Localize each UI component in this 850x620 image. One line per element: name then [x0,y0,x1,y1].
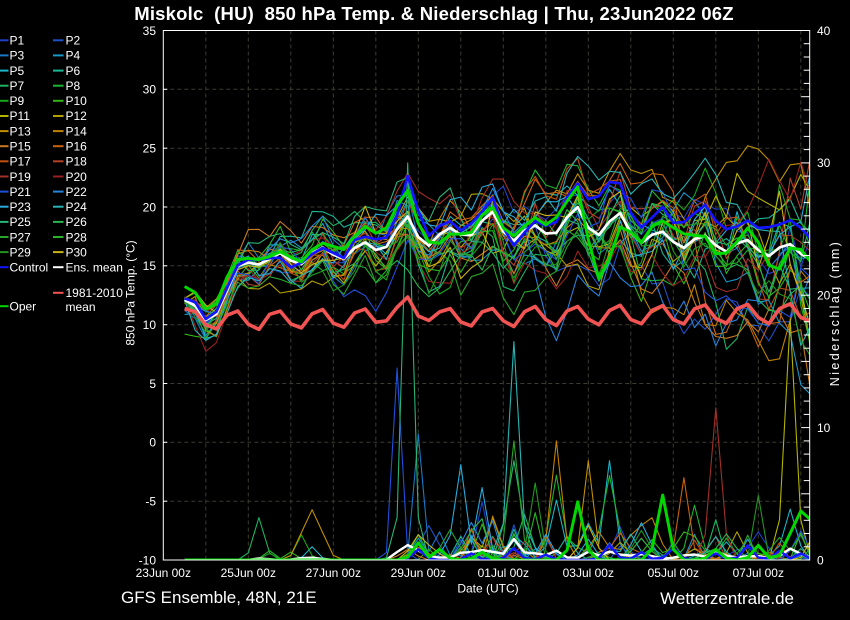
svg-text:30: 30 [143,83,157,97]
svg-text:P30: P30 [66,245,88,259]
svg-text:GFS Ensemble, 48N, 21E: GFS Ensemble, 48N, 21E [121,588,317,607]
svg-text:-10: -10 [139,553,157,567]
svg-text:1981-2010: 1981-2010 [66,286,124,300]
svg-text:P8: P8 [66,79,81,93]
svg-text:P14: P14 [66,124,88,138]
svg-text:Control: Control [10,261,49,275]
svg-text:P7: P7 [10,79,25,93]
svg-text:P20: P20 [66,170,88,184]
svg-text:25Jun 00z: 25Jun 00z [221,566,276,580]
svg-text:27Jun 00z: 27Jun 00z [306,566,361,580]
svg-text:01Jul 00z: 01Jul 00z [478,566,529,580]
svg-text:P10: P10 [66,94,88,108]
svg-text:P25: P25 [10,215,32,229]
svg-text:25: 25 [143,142,157,156]
svg-text:P26: P26 [66,215,88,229]
svg-text:P18: P18 [66,155,88,169]
svg-text:Ens. mean: Ens. mean [66,261,123,275]
svg-text:mean: mean [66,300,96,314]
svg-text:20: 20 [817,289,831,303]
svg-text:P22: P22 [66,185,88,199]
svg-text:P4: P4 [66,49,81,63]
svg-text:29Jun 00z: 29Jun 00z [391,566,446,580]
svg-text:Niederschlag (mm): Niederschlag (mm) [828,240,842,386]
svg-text:05Jul 00z: 05Jul 00z [648,566,699,580]
svg-text:P11: P11 [10,109,31,123]
svg-text:P24: P24 [66,200,88,214]
svg-text:0: 0 [149,436,156,450]
svg-text:P21: P21 [10,185,32,199]
svg-text:40: 40 [817,24,831,38]
svg-text:P12: P12 [66,109,88,123]
svg-text:P29: P29 [10,245,32,259]
svg-text:P27: P27 [10,230,32,244]
svg-text:P15: P15 [10,140,32,154]
svg-text:P2: P2 [66,34,81,48]
svg-text:20: 20 [143,200,157,214]
svg-text:P16: P16 [66,140,88,154]
svg-text:03Jul 00z: 03Jul 00z [563,566,614,580]
svg-text:0: 0 [817,553,824,567]
svg-text:P13: P13 [10,124,32,138]
svg-text:10: 10 [817,421,831,435]
svg-text:10: 10 [143,318,157,332]
svg-text:P17: P17 [10,155,32,169]
svg-text:-5: -5 [145,495,156,509]
svg-text:P5: P5 [10,64,25,78]
svg-text:15: 15 [143,259,157,273]
svg-text:30: 30 [817,156,831,170]
svg-text:Oper: Oper [10,300,37,314]
svg-text:5: 5 [149,377,156,391]
svg-text:P19: P19 [10,170,32,184]
svg-text:P3: P3 [10,49,25,63]
svg-text:P6: P6 [66,64,81,78]
svg-text:P28: P28 [66,230,88,244]
svg-text:Wetterzentrale.de: Wetterzentrale.de [660,589,794,608]
svg-text:Date (UTC): Date (UTC) [457,582,518,596]
svg-text:850 hPa Temp. (°C): 850 hPa Temp. (°C) [124,240,138,345]
svg-text:07Jul 00z: 07Jul 00z [733,566,784,580]
svg-text:P9: P9 [10,94,25,108]
svg-text:35: 35 [143,24,157,38]
svg-text:23Jun 00z: 23Jun 00z [136,566,191,580]
svg-text:Miskolc (HU) 850 hPa Temp. &: Miskolc (HU) 850 hPa Temp. & Niederschla… [134,3,734,24]
svg-text:P23: P23 [10,200,32,214]
svg-text:P1: P1 [10,34,25,48]
